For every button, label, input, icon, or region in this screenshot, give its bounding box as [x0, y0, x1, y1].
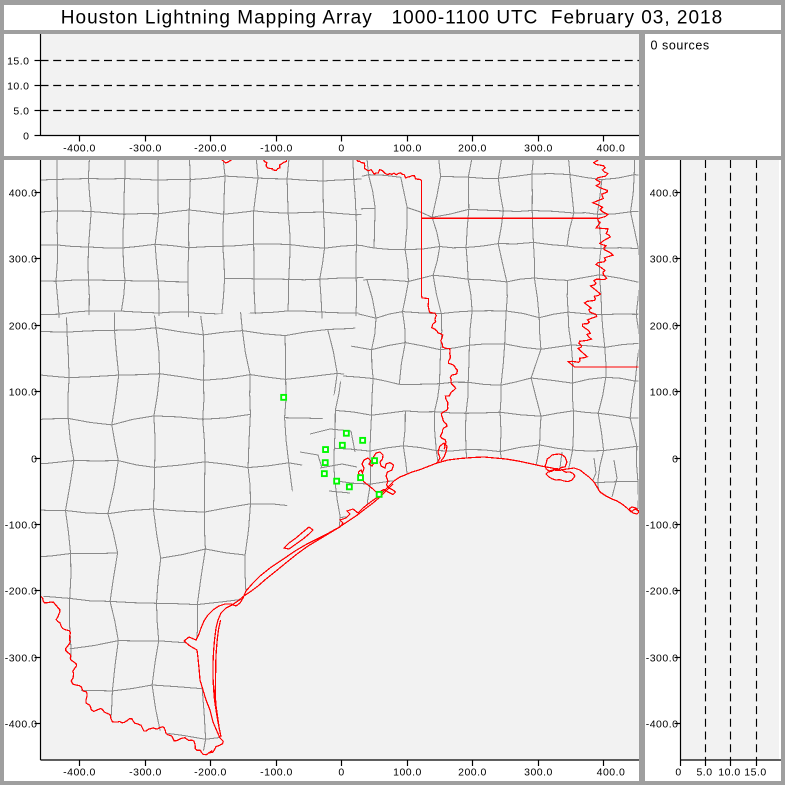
svg-text:300.0: 300.0	[524, 143, 553, 155]
svg-text:-400.0: -400.0	[5, 718, 38, 730]
svg-text:-300.0: -300.0	[5, 652, 38, 664]
svg-text:-400.0: -400.0	[63, 143, 96, 155]
svg-text:300.0: 300.0	[9, 253, 38, 265]
svg-text:400.0: 400.0	[650, 187, 679, 199]
svg-text:100.0: 100.0	[650, 386, 679, 398]
svg-text:5.0: 5.0	[13, 105, 29, 117]
svg-text:-300.0: -300.0	[129, 767, 162, 779]
svg-text:-100.0: -100.0	[5, 519, 38, 531]
svg-text:100.0: 100.0	[393, 767, 422, 779]
svg-text:5.0: 5.0	[696, 767, 712, 779]
svg-text:200.0: 200.0	[458, 767, 487, 779]
svg-text:10.0: 10.0	[7, 80, 29, 92]
svg-text:400.0: 400.0	[597, 767, 626, 779]
svg-text:0: 0	[23, 130, 29, 142]
svg-text:400.0: 400.0	[597, 143, 626, 155]
svg-text:-200.0: -200.0	[194, 767, 227, 779]
svg-text:-300.0: -300.0	[129, 143, 162, 155]
svg-text:-400.0: -400.0	[646, 718, 679, 730]
svg-text:0: 0	[338, 767, 344, 779]
svg-text:0: 0	[31, 453, 37, 465]
svg-text:-200.0: -200.0	[194, 143, 227, 155]
svg-text:-300.0: -300.0	[646, 652, 679, 664]
svg-text:-200.0: -200.0	[646, 585, 679, 597]
svg-text:400.0: 400.0	[9, 187, 38, 199]
svg-text:200.0: 200.0	[650, 320, 679, 332]
svg-text:15.0: 15.0	[744, 767, 766, 779]
svg-text:300.0: 300.0	[650, 253, 679, 265]
svg-text:-200.0: -200.0	[5, 585, 38, 597]
svg-text:-400.0: -400.0	[63, 767, 96, 779]
svg-text:0: 0	[675, 767, 681, 779]
svg-text:100.0: 100.0	[393, 143, 422, 155]
svg-text:200.0: 200.0	[458, 143, 487, 155]
svg-text:200.0: 200.0	[9, 320, 38, 332]
svg-text:-100.0: -100.0	[646, 519, 679, 531]
svg-text:300.0: 300.0	[524, 767, 553, 779]
svg-text:-100.0: -100.0	[260, 767, 293, 779]
svg-text:-100.0: -100.0	[260, 143, 293, 155]
svg-text:0: 0	[338, 143, 344, 155]
svg-text:0: 0	[672, 453, 678, 465]
svg-text:Houston Lightning Mapping Arra: Houston Lightning Mapping Array 1000-110…	[61, 8, 723, 29]
svg-text:10.0: 10.0	[718, 767, 740, 779]
svg-text:15.0: 15.0	[7, 55, 29, 67]
svg-text:0 sources: 0 sources	[651, 38, 710, 52]
svg-text:100.0: 100.0	[9, 386, 38, 398]
